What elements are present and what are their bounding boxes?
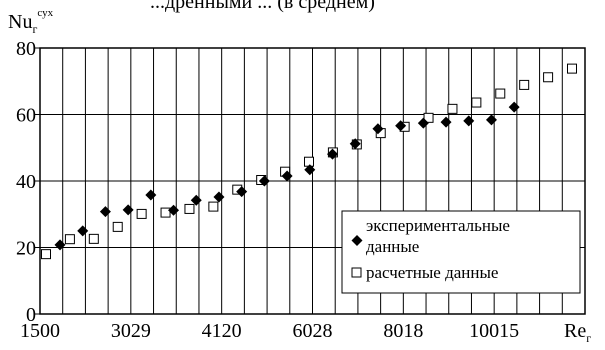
- experimental-point: [440, 116, 452, 128]
- experimental-point: [281, 170, 293, 182]
- x-tick-label: 1500: [20, 320, 60, 342]
- experimental-point: [417, 117, 429, 129]
- calculated-point: [208, 201, 219, 212]
- calculated-point: [160, 207, 171, 218]
- experimental-point: [258, 175, 270, 187]
- x-tick-label: 3029: [111, 320, 151, 342]
- data-marks: [41, 63, 577, 260]
- calculated-point: [471, 97, 482, 108]
- calculated-point: [304, 156, 314, 167]
- legend-label-calculated: расчетные данные: [366, 263, 498, 282]
- experimental-point: [190, 194, 202, 206]
- x-tick-label: 10015: [469, 320, 519, 342]
- legend-label-experimental: экспериментальные данные: [366, 216, 514, 256]
- experimental-point: [327, 148, 338, 160]
- y-tick-label: 80: [16, 38, 36, 60]
- x-tick-label: 4120: [202, 320, 242, 342]
- experimental-point: [99, 206, 111, 218]
- experimental-point: [168, 204, 180, 216]
- experimental-point: [236, 186, 248, 198]
- legend-box: [341, 210, 581, 294]
- experimental-point: [304, 164, 316, 176]
- y-axis-title: Nuгсух: [8, 7, 54, 36]
- calculated-point: [41, 249, 51, 260]
- x-tick-label: 6028: [293, 320, 333, 342]
- legend: экспериментальные данные расчетные данны…: [341, 210, 581, 294]
- experimental-point: [372, 123, 384, 135]
- calculated-point: [112, 221, 123, 232]
- legend-diamond-marker: [351, 235, 363, 246]
- calculated-point: [184, 203, 195, 214]
- experimental-point: [395, 120, 407, 132]
- y-tick-label: 40: [16, 171, 36, 193]
- experimental-point: [508, 101, 520, 113]
- experimental-point: [122, 204, 134, 216]
- experimental-point: [485, 114, 497, 126]
- experimental-point: [77, 225, 89, 237]
- y-tick-label: 0: [26, 304, 36, 326]
- calculated-point: [567, 63, 577, 74]
- x-tick-label: 8018: [383, 320, 423, 342]
- calculated-point: [136, 208, 147, 219]
- experimental-point: [213, 191, 225, 203]
- experimental-point: [145, 189, 157, 201]
- experimental-point: [54, 239, 66, 251]
- y-tick-label: 60: [16, 105, 36, 127]
- calculated-point: [64, 234, 75, 245]
- calculated-point: [519, 79, 530, 90]
- experimental-point: [349, 138, 361, 150]
- calculated-point: [447, 103, 458, 114]
- legend-square-marker: [351, 267, 362, 278]
- x-axis: 1500 3029 4120 6028 8018 10015: [20, 320, 519, 342]
- experimental-point: [463, 115, 475, 127]
- calculated-point: [543, 72, 554, 83]
- figure-caption-fragment: ...дренными ... (в среднем): [150, 0, 375, 13]
- x-axis-title: Reг: [564, 320, 591, 345]
- calculated-point: [495, 88, 506, 99]
- calculated-point: [88, 233, 99, 244]
- y-axis: 0 20 40 60 80: [16, 38, 40, 326]
- y-tick-label: 20: [16, 238, 36, 260]
- calculated-point: [423, 112, 434, 123]
